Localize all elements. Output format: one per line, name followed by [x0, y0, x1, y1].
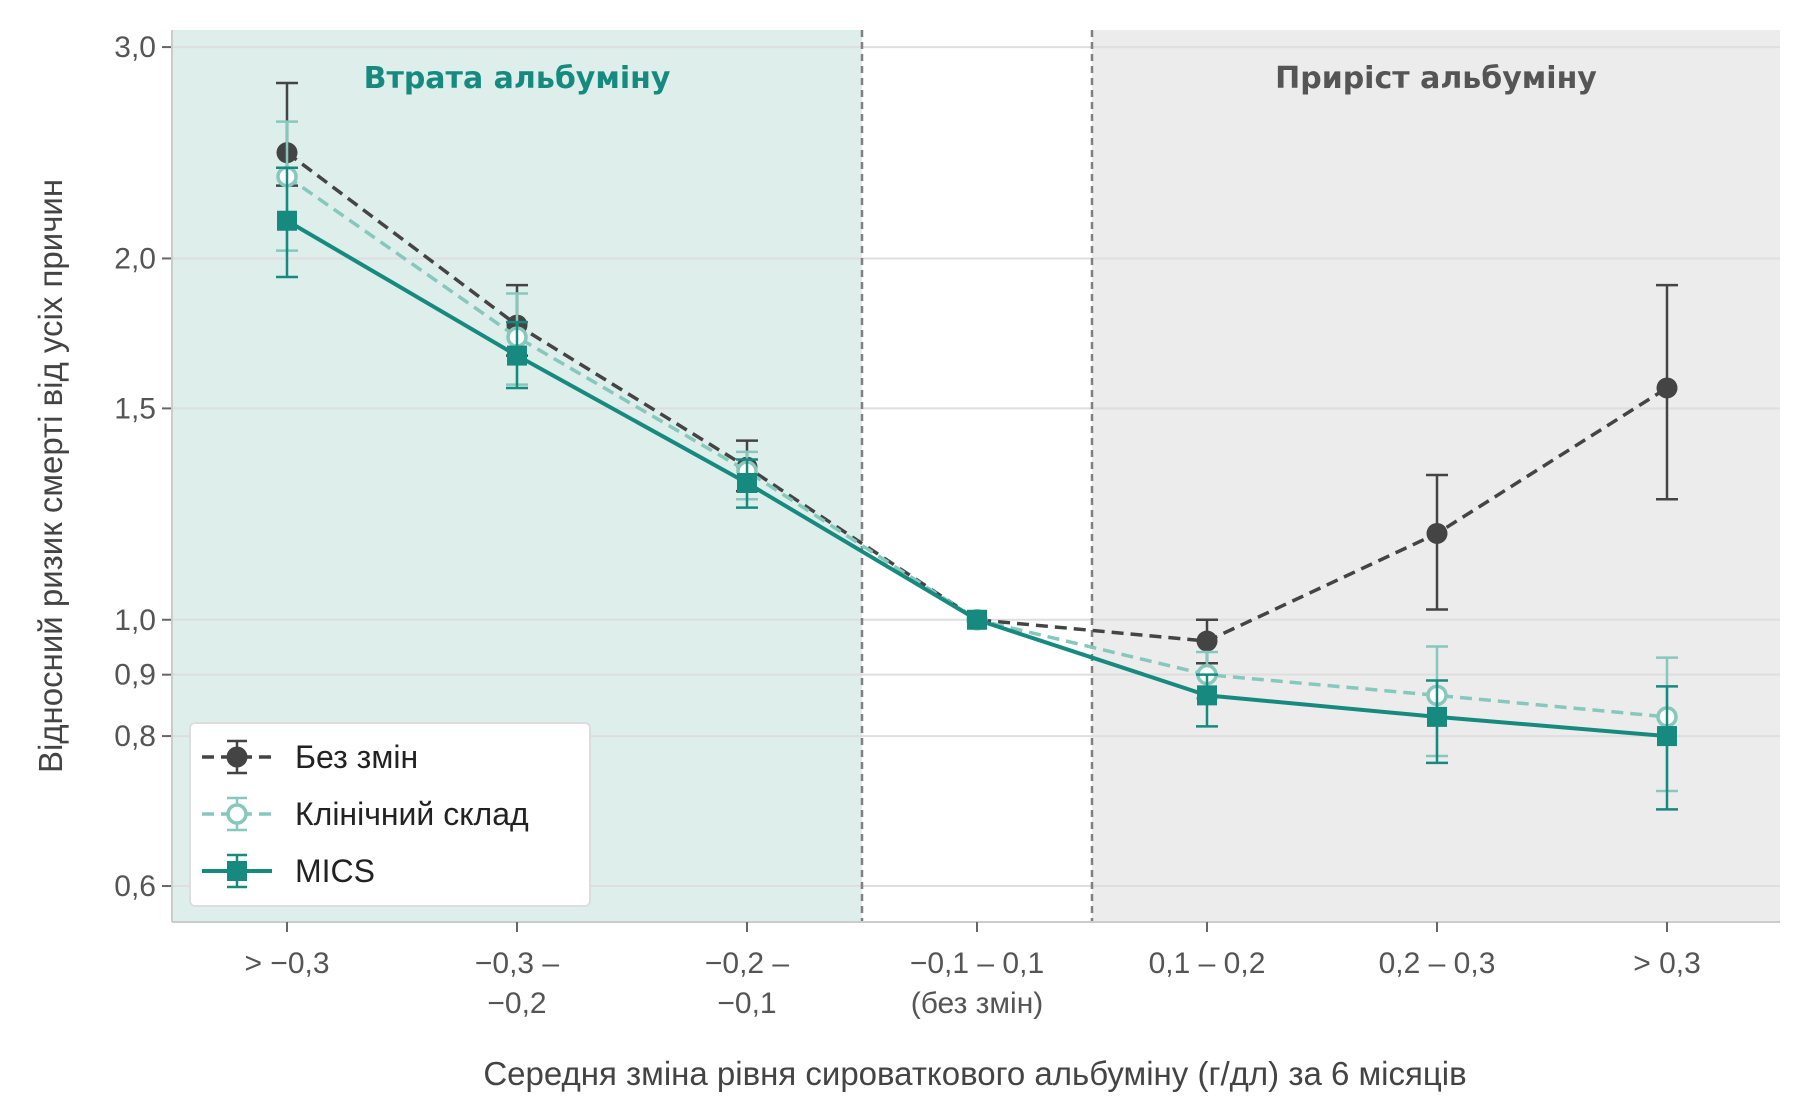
y-tick-label-3: 1,0	[114, 604, 156, 637]
y-tick-labels: 0,6 0,8 0,9 1,0 1,5 2,0 3,0	[114, 31, 156, 903]
legend-marker-0	[226, 746, 248, 768]
data-point-2-1	[507, 345, 527, 366]
legend-label-0: Без змін	[295, 739, 418, 775]
x-tick-label-2-1: −0,1	[717, 987, 776, 1020]
x-tick-label-1-0: −0,3 –	[475, 947, 560, 980]
legend-label-1: Клінічний склад	[295, 796, 529, 832]
data-point-2-4	[1197, 685, 1217, 706]
data-point-0-4	[1196, 630, 1218, 652]
x-tick-label-1-1: −0,2	[487, 987, 546, 1020]
y-tick-label-4: 1,5	[114, 392, 156, 425]
data-point-2-3	[967, 609, 987, 630]
legend-label-2: MICS	[295, 853, 375, 889]
region-labels: Втрата альбуміну Приріст альбуміну	[364, 61, 1598, 96]
legend-box	[189, 722, 591, 907]
legend: Без змін Клінічний склад MICS	[189, 722, 591, 907]
data-point-0-6	[1656, 377, 1678, 399]
x-tick-label-2-0: −0,2 –	[705, 947, 790, 980]
x-tick-label-3-0: −0,1 – 0,1	[910, 947, 1044, 980]
x-tick-label-5-0: 0,2 – 0,3	[1379, 947, 1496, 980]
axes	[162, 30, 1780, 932]
y-tick-label-6: 3,0	[114, 31, 156, 64]
x-tick-label-3-1: (без змін)	[911, 987, 1044, 1020]
data-point-2-6	[1657, 726, 1677, 747]
y-tick-label-5: 2,0	[114, 242, 156, 275]
legend-marker-2	[227, 861, 247, 881]
y-axis-label: Відносний ризик смерті від усіх причин	[32, 179, 69, 773]
data-point-2-5	[1427, 706, 1447, 727]
y-tick-label-2: 0,9	[114, 659, 156, 692]
legend-marker-1	[226, 803, 248, 825]
region-label-1: Приріст альбуміну	[1275, 61, 1597, 96]
x-tick-label-4-0: 0,1 – 0,2	[1149, 947, 1266, 980]
data-point-0-5	[1426, 522, 1448, 544]
x-tick-label-6-0: > 0,3	[1633, 947, 1701, 980]
x-axis-label: Середня зміна рівня сироваткового альбум…	[483, 1055, 1466, 1092]
series-group	[276, 81, 1678, 811]
data-point-2-2	[737, 472, 757, 493]
x-tick-label-0-0: > −0,3	[244, 947, 329, 980]
region-dividers	[860, 30, 1094, 922]
region-label-0: Втрата альбуміну	[364, 61, 671, 96]
y-tick-label-1: 0,8	[114, 720, 156, 753]
x-tick-labels: > −0,3 −0,3 – −0,2 −0,2 – −0,1 −0,1 – 0,1 (без…	[244, 947, 1700, 1020]
series-2	[276, 166, 1678, 811]
data-point-2-0	[277, 210, 297, 231]
y-tick-label-0: 0,6	[114, 870, 156, 903]
